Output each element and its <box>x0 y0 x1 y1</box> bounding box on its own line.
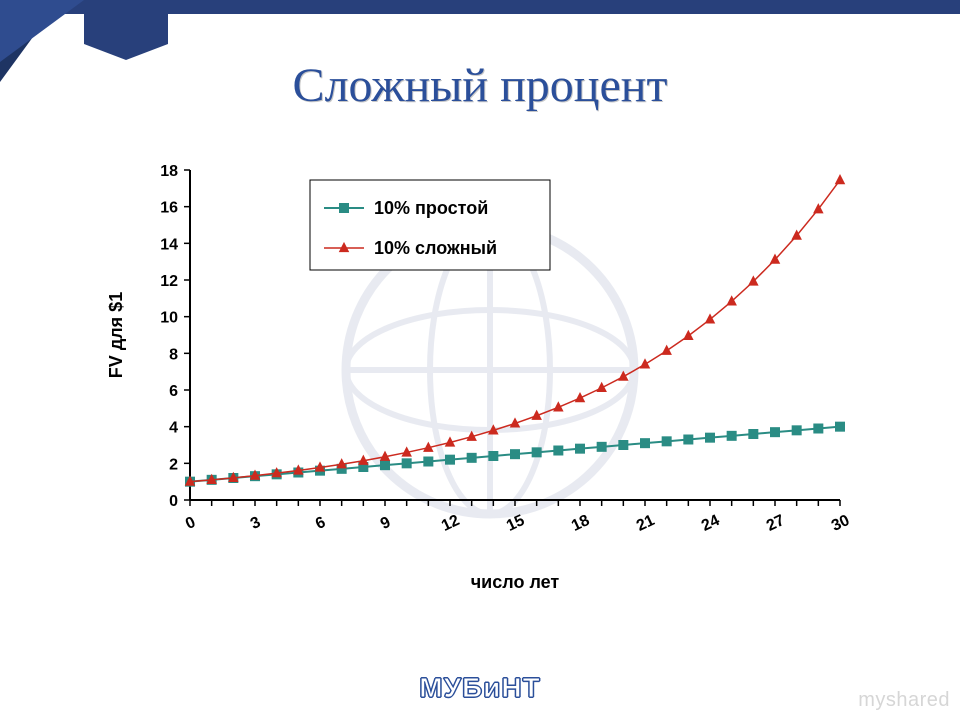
svg-text:12: 12 <box>160 273 178 290</box>
svg-text:24: 24 <box>699 512 722 535</box>
corner-fold <box>0 0 84 62</box>
svg-text:4: 4 <box>169 420 178 437</box>
svg-text:10% простой: 10% простой <box>374 198 488 218</box>
svg-text:27: 27 <box>764 512 787 535</box>
svg-text:10% сложный: 10% сложный <box>374 238 497 258</box>
svg-text:0: 0 <box>183 514 198 533</box>
header-ribbon <box>84 0 168 44</box>
svg-text:18: 18 <box>569 512 592 535</box>
svg-text:18: 18 <box>160 163 178 180</box>
svg-text:14: 14 <box>160 236 178 253</box>
svg-text:8: 8 <box>169 346 178 363</box>
svg-text:6: 6 <box>169 383 178 400</box>
slide-title: Сложный процент <box>0 58 960 113</box>
svg-text:12: 12 <box>439 512 462 535</box>
svg-text:10: 10 <box>160 310 178 327</box>
svg-text:FV для $1: FV для $1 <box>106 292 126 378</box>
svg-text:9: 9 <box>378 514 393 533</box>
svg-text:6: 6 <box>313 514 328 533</box>
svg-text:число лет: число лет <box>471 572 560 592</box>
footer-logo: МУБиНТ <box>0 672 960 704</box>
chart-container: 024681012141618036912151821242730число л… <box>100 160 860 600</box>
svg-text:0: 0 <box>169 493 178 510</box>
compound-interest-chart: 024681012141618036912151821242730число л… <box>100 160 860 600</box>
svg-text:21: 21 <box>634 512 657 535</box>
svg-text:2: 2 <box>169 456 178 473</box>
svg-text:3: 3 <box>248 514 263 533</box>
svg-text:16: 16 <box>160 200 178 217</box>
svg-text:30: 30 <box>829 512 852 535</box>
svg-text:15: 15 <box>504 512 527 535</box>
watermark-text: myshared <box>858 689 950 712</box>
footer-logo-text: МУБиНТ <box>419 672 540 703</box>
